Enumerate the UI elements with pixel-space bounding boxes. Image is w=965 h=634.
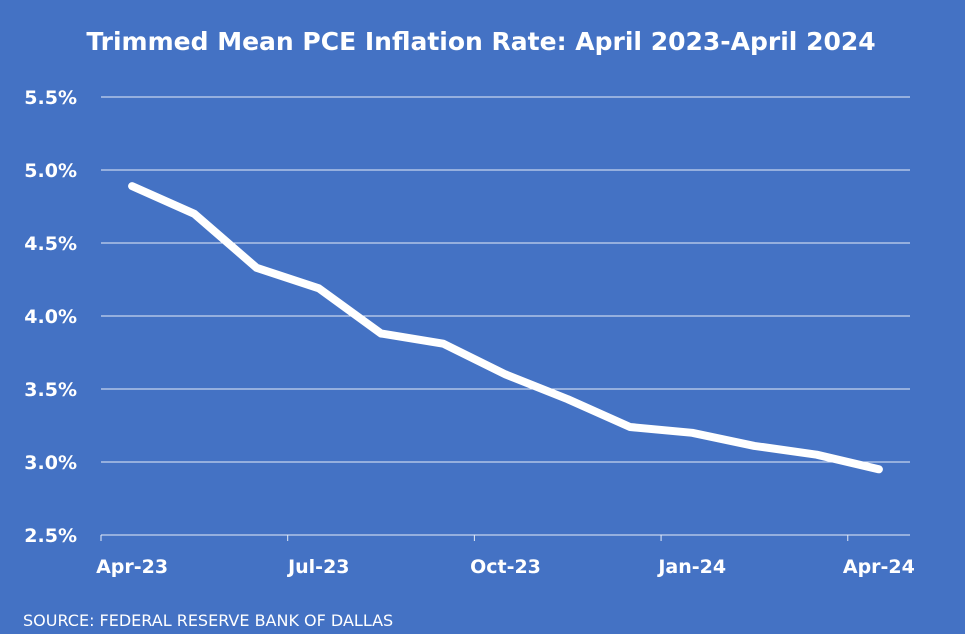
y-tick-label: 5.5% (24, 87, 77, 109)
y-axis: 2.5% 3.0% 3.5% 4.0% 4.5% 5.0% 5.5% (24, 87, 77, 547)
x-tick-label: Jan-24 (656, 556, 726, 578)
y-tick-label: 3.5% (24, 379, 77, 401)
chart-title: Trimmed Mean PCE Inflation Rate: April 2… (86, 27, 875, 56)
y-tick-label: 3.0% (24, 452, 77, 474)
x-tick-label: Apr-24 (843, 556, 915, 578)
x-tick-label: Apr-23 (96, 556, 168, 578)
y-tick-label: 4.5% (24, 233, 77, 255)
source-note: SOURCE: FEDERAL RESERVE BANK OF DALLAS (23, 611, 393, 630)
y-tick-label: 2.5% (24, 525, 77, 547)
series-area (128, 182, 883, 474)
y-tick-label: 5.0% (24, 160, 77, 182)
x-tick-label: Oct-23 (470, 556, 541, 578)
series-line (128, 182, 883, 474)
gridlines (101, 96, 910, 463)
x-tick-label: Jul-23 (286, 556, 349, 578)
x-axis: Apr-23 Jul-23 Oct-23 Jan-24 Apr-24 (96, 534, 915, 578)
y-tick-label: 4.0% (24, 306, 77, 328)
